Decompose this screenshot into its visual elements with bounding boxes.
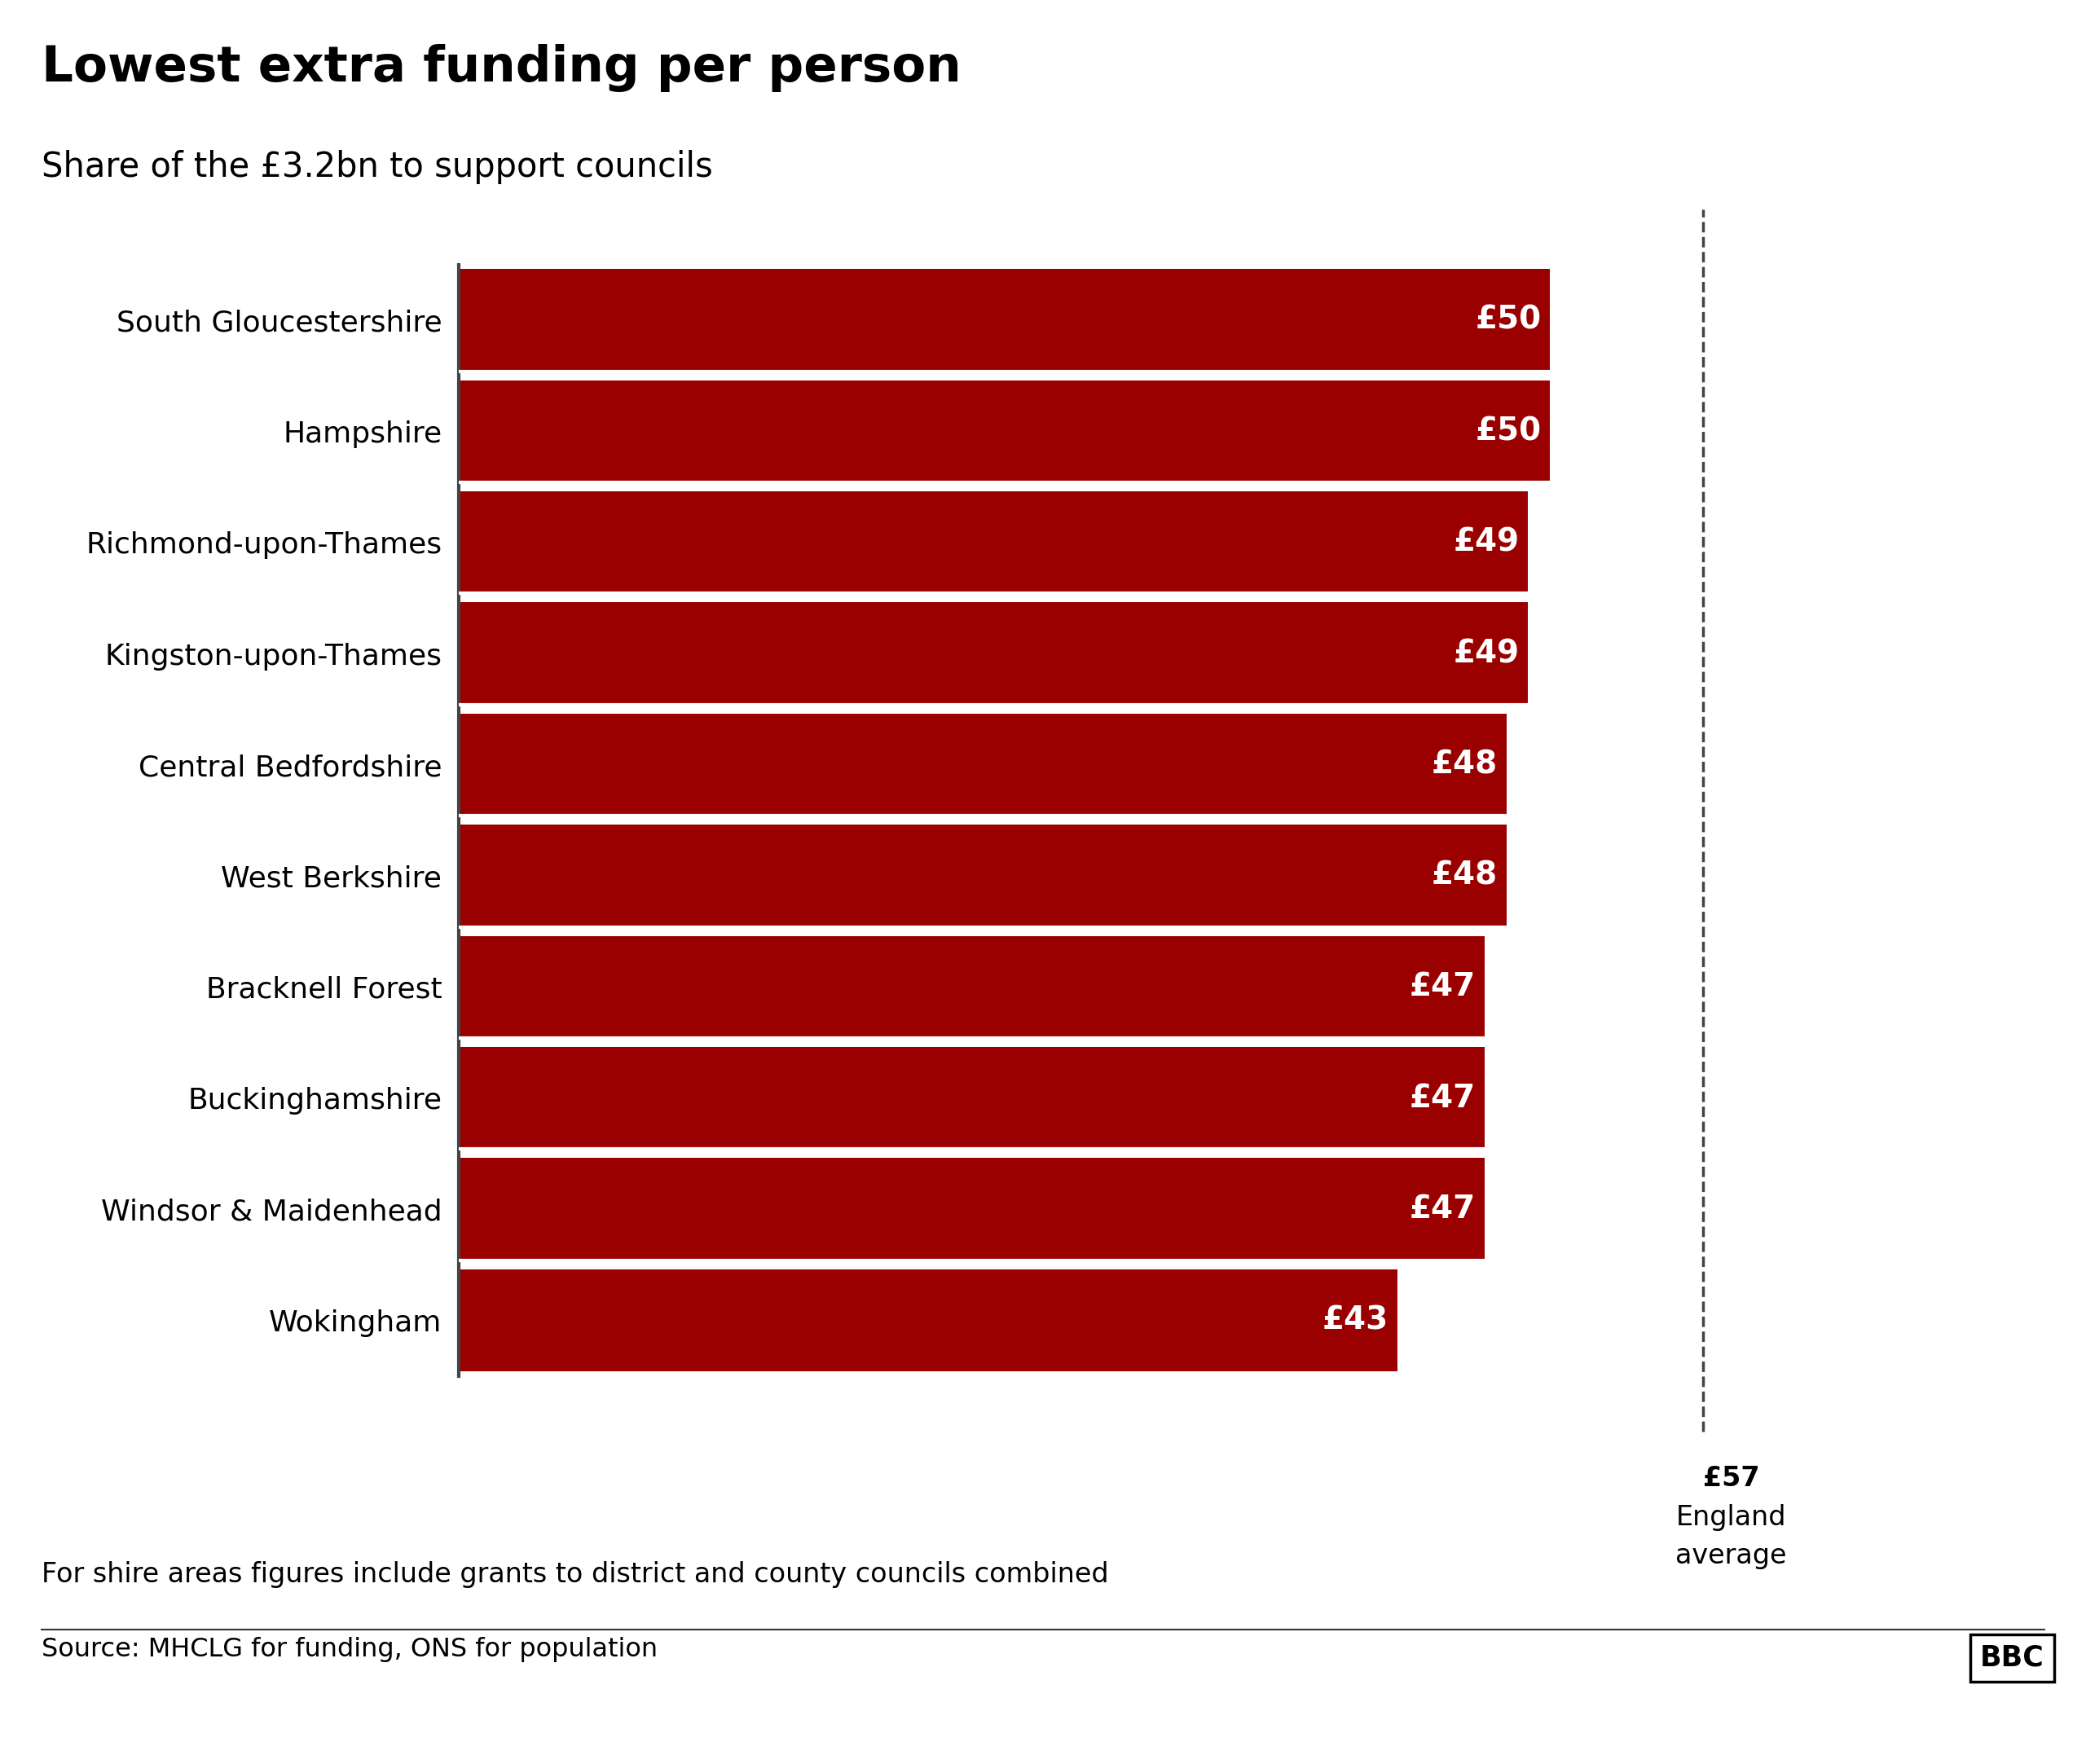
Bar <box>459 381 1550 482</box>
Bar <box>459 1048 1485 1148</box>
Text: £57: £57 <box>1702 1464 1761 1492</box>
Text: average: average <box>1675 1542 1788 1570</box>
Text: £48: £48 <box>1431 750 1498 780</box>
Bar <box>459 1270 1398 1371</box>
Text: Share of the £3.2bn to support councils: Share of the £3.2bn to support councils <box>42 150 713 183</box>
Text: BBC: BBC <box>1980 1644 2044 1672</box>
Text: £47: £47 <box>1410 972 1477 1002</box>
Bar <box>459 270 1550 370</box>
Text: Source: MHCLG for funding, ONS for population: Source: MHCLG for funding, ONS for popul… <box>42 1637 657 1662</box>
Text: £50: £50 <box>1475 305 1542 335</box>
Text: For shire areas figures include grants to district and county councils combined: For shire areas figures include grants t… <box>42 1561 1110 1588</box>
Text: £47: £47 <box>1410 1083 1477 1113</box>
Text: £48: £48 <box>1431 861 1498 891</box>
Bar <box>459 714 1506 815</box>
Bar <box>459 1159 1485 1259</box>
Text: £47: £47 <box>1410 1194 1477 1224</box>
Text: Lowest extra funding per person: Lowest extra funding per person <box>42 44 962 92</box>
Bar <box>459 603 1529 704</box>
Text: £43: £43 <box>1323 1305 1389 1335</box>
Text: England: England <box>1675 1503 1786 1531</box>
Text: £50: £50 <box>1475 416 1542 446</box>
Bar <box>459 937 1485 1037</box>
Text: £49: £49 <box>1454 527 1519 557</box>
Bar <box>459 492 1529 593</box>
Bar <box>459 826 1506 926</box>
Text: £49: £49 <box>1454 639 1519 669</box>
